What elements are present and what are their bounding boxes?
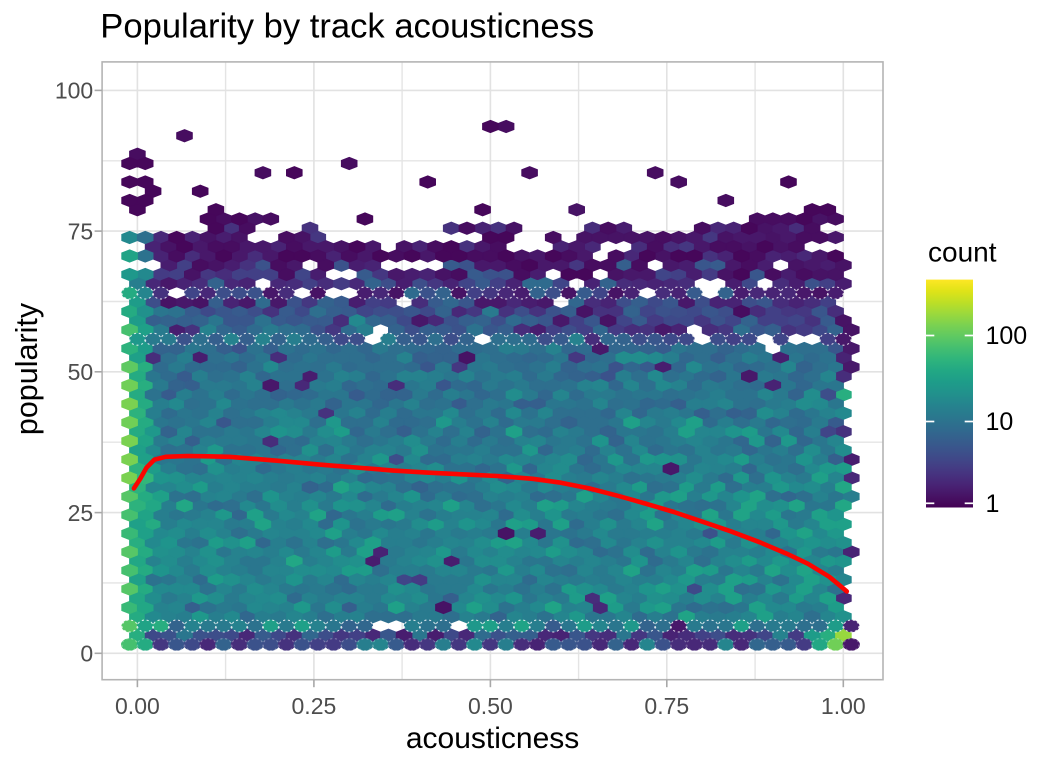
svg-text:1: 1 — [986, 490, 1000, 518]
svg-text:75: 75 — [68, 218, 94, 244]
svg-text:0.75: 0.75 — [644, 693, 689, 719]
svg-text:popularity: popularity — [10, 302, 44, 435]
svg-text:count: count — [928, 237, 997, 268]
svg-text:0.00: 0.00 — [115, 693, 160, 719]
svg-text:50: 50 — [68, 359, 94, 385]
svg-text:100: 100 — [55, 78, 93, 104]
svg-text:10: 10 — [986, 408, 1014, 436]
svg-text:acousticness: acousticness — [406, 722, 579, 755]
svg-text:0.25: 0.25 — [292, 693, 337, 719]
svg-text:0.50: 0.50 — [468, 693, 513, 719]
svg-text:0: 0 — [80, 641, 93, 667]
svg-text:100: 100 — [986, 322, 1028, 350]
svg-text:25: 25 — [68, 500, 94, 526]
svg-text:1.00: 1.00 — [821, 693, 866, 719]
svg-text:Popularity by track acousticne: Popularity by track acousticness — [100, 8, 594, 46]
